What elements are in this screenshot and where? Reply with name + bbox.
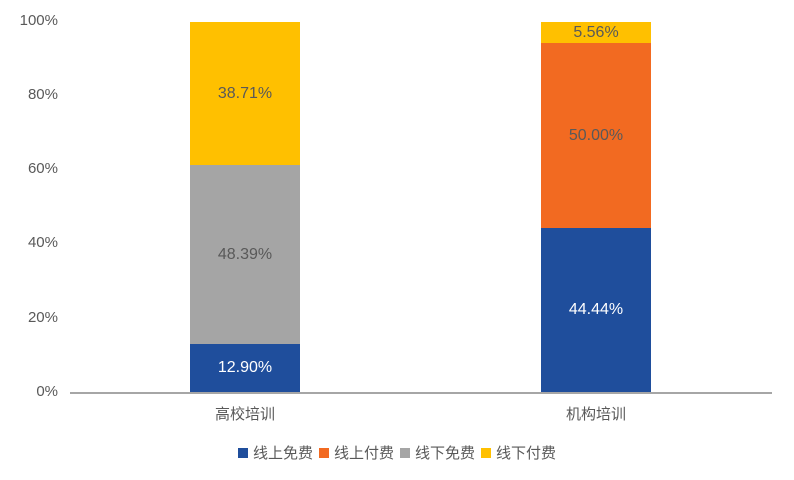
bar-gaoxiao-peixun: 38.71% 48.39% 12.90%: [190, 22, 300, 392]
data-label: 50.00%: [568, 126, 624, 144]
y-tick-100: 100%: [19, 12, 58, 29]
legend-label: 线上付费: [333, 445, 394, 462]
y-tick-60: 60%: [27, 160, 58, 177]
y-tick-0: 0%: [36, 383, 58, 400]
segment-online-paid: 50.00%: [541, 43, 651, 228]
legend-swatch-icon: [481, 447, 492, 458]
y-tick-40: 40%: [27, 234, 58, 251]
legend-swatch-icon: [318, 447, 329, 458]
data-label: 44.44%: [568, 301, 624, 318]
legend: 线上免费 线上付费 线下免费 线下付费: [0, 442, 794, 463]
legend-swatch-icon: [237, 447, 248, 458]
x-axis-line: [70, 392, 772, 394]
data-label: 5.56%: [573, 23, 619, 41]
legend-swatch-icon: [400, 447, 410, 458]
bar-jigou-peixun: 5.56% 50.00% 44.44%: [541, 22, 651, 392]
x-label-gaoxiao: 高校培训: [214, 406, 275, 423]
legend-item-offline-free: 线下免费: [400, 442, 475, 463]
data-label: 12.90%: [217, 359, 273, 376]
segment-online-free: 44.44%: [541, 228, 651, 392]
data-label: 48.39%: [217, 245, 273, 263]
data-label: 38.71%: [217, 84, 273, 102]
legend-item-online-free: 线上免费: [237, 442, 313, 463]
y-tick-20: 20%: [27, 309, 58, 326]
legend-label: 线下付费: [496, 445, 557, 462]
legend-label: 线上免费: [252, 445, 313, 462]
y-tick-80: 80%: [27, 86, 58, 103]
segment-online-free: 12.90%: [190, 344, 300, 392]
segment-offline-paid: 5.56%: [541, 22, 651, 43]
legend-item-online-paid: 线上付费: [318, 442, 394, 463]
legend-label: 线下免费: [415, 445, 476, 462]
legend-item-offline-paid: 线下付费: [481, 442, 556, 463]
x-label-jigou: 机构培训: [565, 406, 626, 423]
segment-offline-free: 48.39%: [190, 165, 300, 344]
segment-offline-paid: 38.71%: [190, 22, 300, 165]
